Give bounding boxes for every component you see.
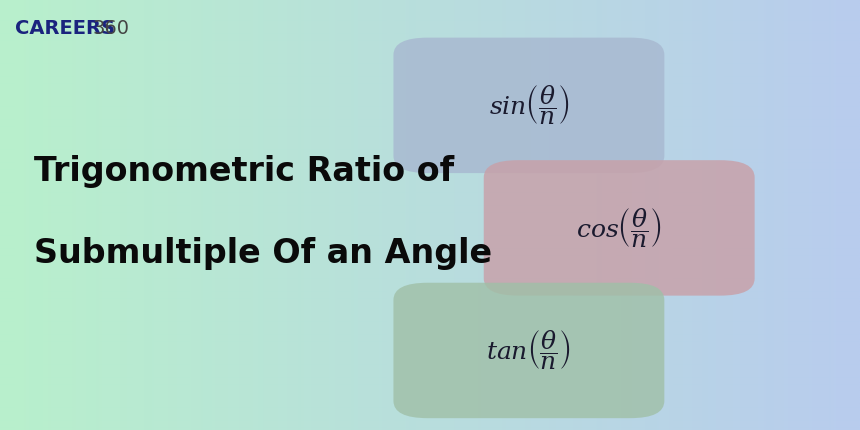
Text: $tan\left(\dfrac{\theta}{n}\right)$: $tan\left(\dfrac{\theta}{n}\right)$: [487, 329, 571, 372]
FancyBboxPatch shape: [393, 283, 664, 418]
Text: $sin\left(\dfrac{\theta}{n}\right)$: $sin\left(\dfrac{\theta}{n}\right)$: [488, 83, 569, 127]
Text: Submultiple Of an Angle: Submultiple Of an Angle: [34, 237, 493, 270]
Text: 360: 360: [93, 19, 130, 38]
Text: Trigonometric Ratio of: Trigonometric Ratio of: [34, 155, 455, 188]
Text: $cos\left(\dfrac{\theta}{n}\right)$: $cos\left(\dfrac{\theta}{n}\right)$: [576, 206, 662, 250]
Text: CAREERS: CAREERS: [15, 19, 115, 38]
FancyBboxPatch shape: [393, 38, 664, 173]
FancyBboxPatch shape: [483, 160, 755, 296]
